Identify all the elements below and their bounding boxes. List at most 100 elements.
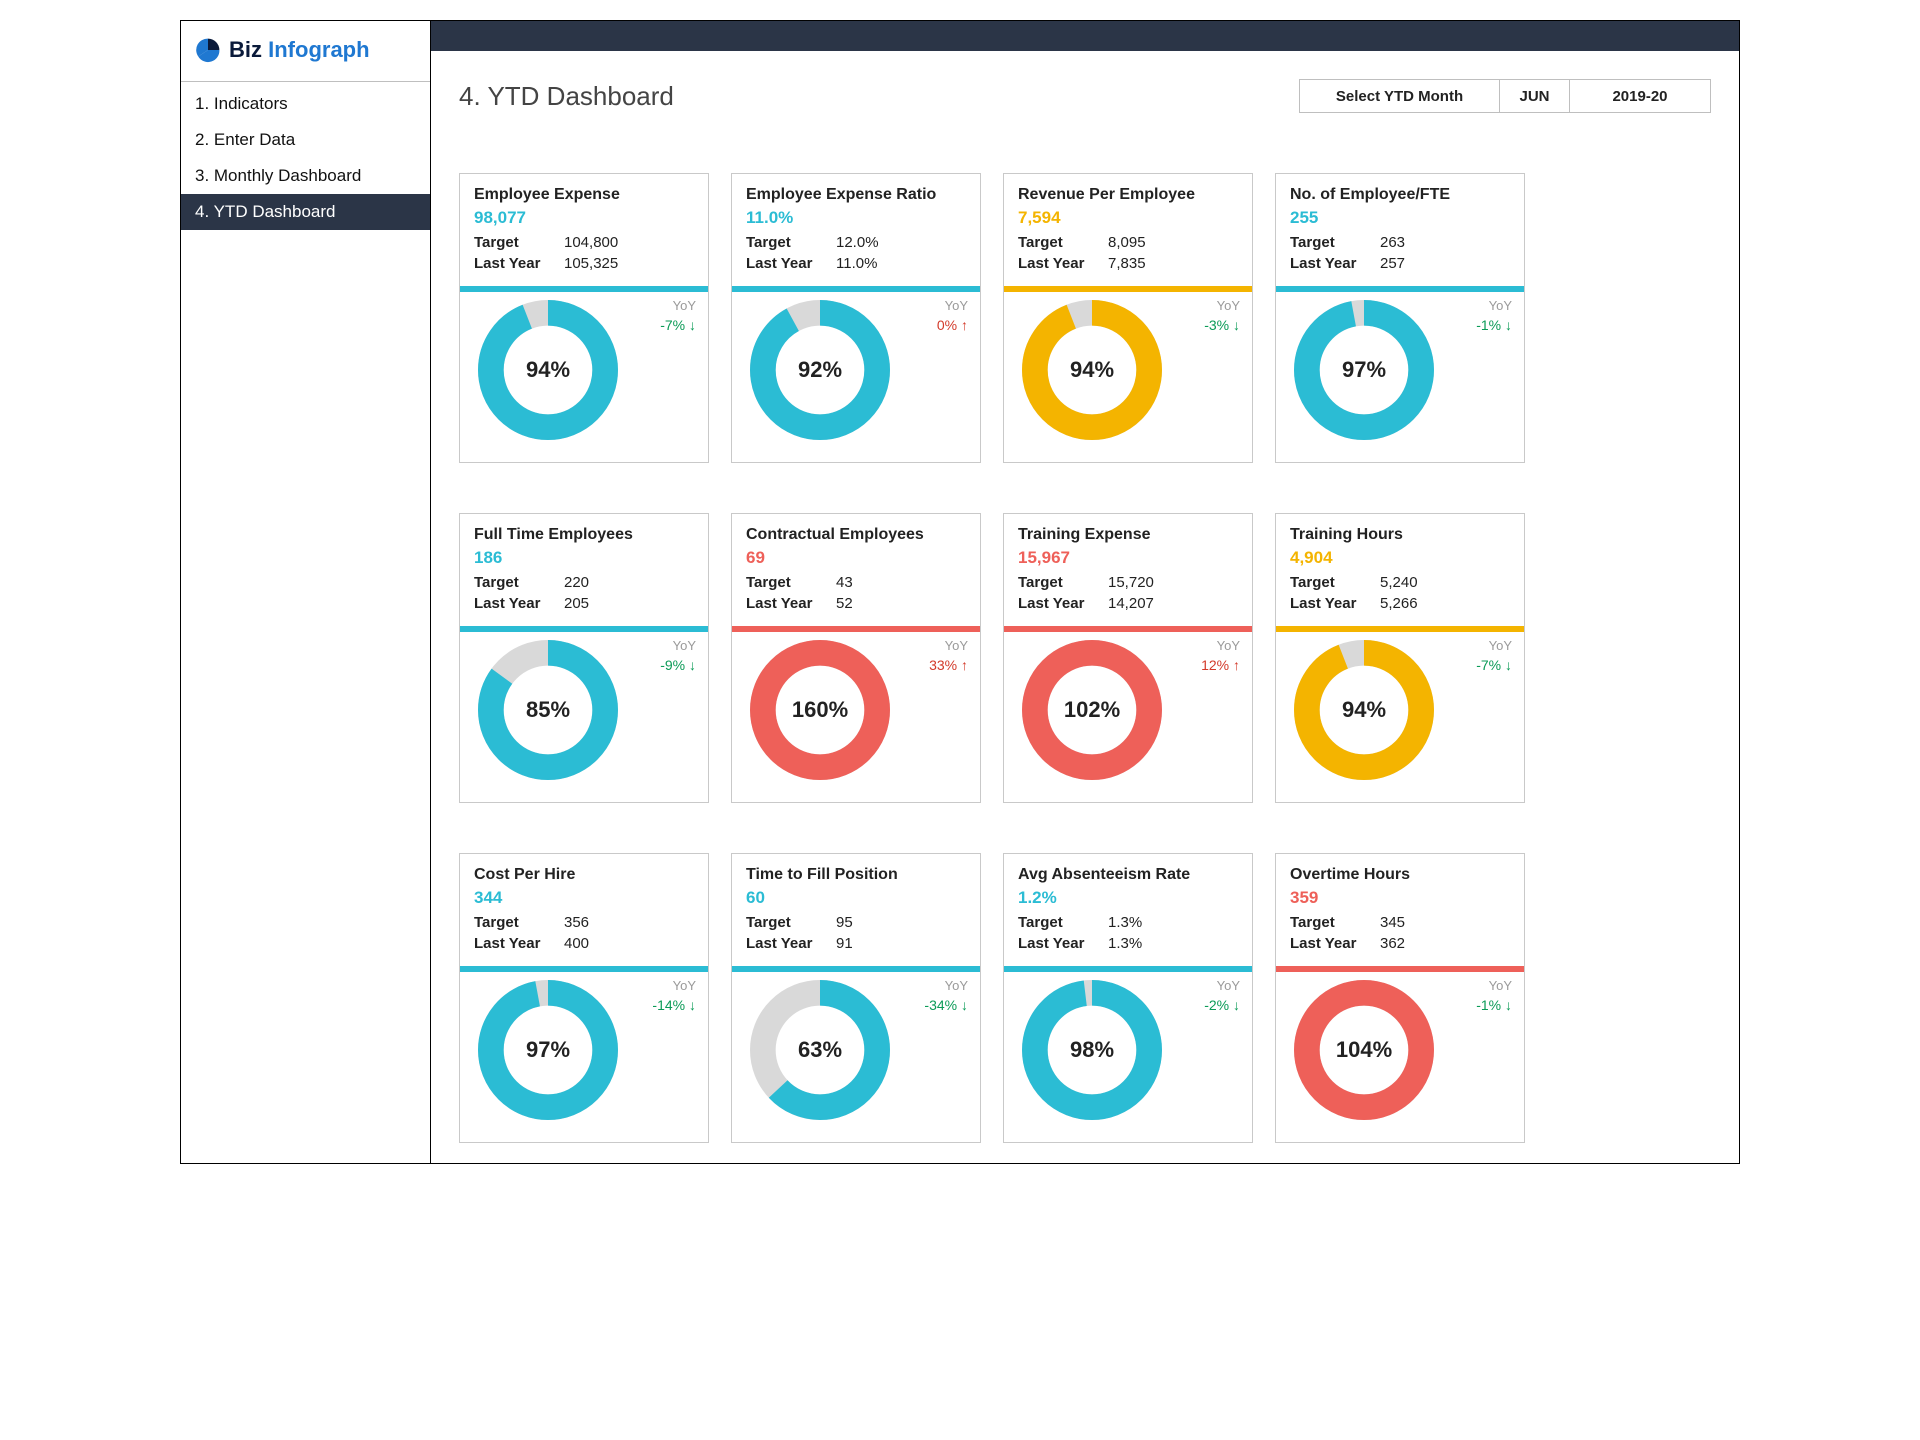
- yoy-label: YoY: [1201, 638, 1240, 653]
- yoy-label: YoY: [929, 638, 968, 653]
- yoy-value: 0% ↑: [937, 317, 968, 333]
- yoy-label: YoY: [660, 638, 696, 653]
- lastyear-label: Last Year: [1018, 255, 1108, 272]
- donut-chart: 160%: [750, 640, 890, 780]
- yoy-value: -1% ↓: [1476, 317, 1512, 333]
- header: 4. YTD Dashboard Select YTD Month JUN 20…: [431, 51, 1739, 123]
- yoy-block: YoY -2% ↓: [1204, 978, 1240, 1013]
- donut-percent: 97%: [1342, 357, 1386, 383]
- app-frame: Biz Infograph 1. Indicators2. Enter Data…: [180, 20, 1740, 1164]
- target-label: Target: [1290, 234, 1380, 251]
- target-label: Target: [746, 574, 836, 591]
- lastyear-label: Last Year: [1290, 595, 1380, 612]
- brand-biz: Biz: [229, 37, 262, 62]
- lastyear-value: 91: [836, 935, 853, 952]
- kpi-card: Time to Fill Position 60 Target 95 Last …: [731, 853, 981, 1143]
- sidebar-item-0[interactable]: 1. Indicators: [181, 86, 430, 122]
- main: 4. YTD Dashboard Select YTD Month JUN 20…: [431, 21, 1739, 1163]
- card-value: 60: [746, 888, 966, 908]
- card-top: Time to Fill Position 60 Target 95 Last …: [732, 854, 980, 966]
- yoy-block: YoY -1% ↓: [1476, 298, 1512, 333]
- yoy-value: 33% ↑: [929, 657, 968, 673]
- topbar: [431, 21, 1739, 51]
- card-top: Employee Expense Ratio 11.0% Target 12.0…: [732, 174, 980, 286]
- card-title: Training Hours: [1290, 526, 1510, 544]
- kpi-card: Training Hours 4,904 Target 5,240 Last Y…: [1275, 513, 1525, 803]
- yoy-block: YoY 33% ↑: [929, 638, 968, 673]
- yoy-block: YoY -14% ↓: [652, 978, 696, 1013]
- sidebar: Biz Infograph 1. Indicators2. Enter Data…: [181, 21, 431, 1163]
- donut-chart: 94%: [1022, 300, 1162, 440]
- yoy-value: -3% ↓: [1204, 317, 1240, 333]
- card-title: Revenue Per Employee: [1018, 186, 1238, 204]
- lastyear-label: Last Year: [1290, 255, 1380, 272]
- lastyear-row: Last Year 11.0%: [746, 255, 966, 272]
- target-label: Target: [1018, 234, 1108, 251]
- donut-chart: 102%: [1022, 640, 1162, 780]
- yoy-value: -34% ↓: [924, 997, 968, 1013]
- kpi-card: Revenue Per Employee 7,594 Target 8,095 …: [1003, 173, 1253, 463]
- card-value: 186: [474, 548, 694, 568]
- yoy-label: YoY: [1204, 978, 1240, 993]
- yoy-block: YoY -7% ↓: [1476, 638, 1512, 673]
- donut-chart: 92%: [750, 300, 890, 440]
- card-top: Training Expense 15,967 Target 15,720 La…: [1004, 514, 1252, 626]
- target-row: Target 1.3%: [1018, 914, 1238, 931]
- lastyear-value: 362: [1380, 935, 1405, 952]
- card-top: Revenue Per Employee 7,594 Target 8,095 …: [1004, 174, 1252, 286]
- ytd-selector: Select YTD Month JUN 2019-20: [1299, 79, 1711, 113]
- card-title: Cost Per Hire: [474, 866, 694, 884]
- lastyear-row: Last Year 7,835: [1018, 255, 1238, 272]
- target-label: Target: [1290, 574, 1380, 591]
- selector-month[interactable]: JUN: [1500, 80, 1570, 112]
- card-body: 63% YoY -34% ↓: [732, 972, 980, 1142]
- lastyear-row: Last Year 5,266: [1290, 595, 1510, 612]
- lastyear-value: 205: [564, 595, 589, 612]
- yoy-block: YoY 12% ↑: [1201, 638, 1240, 673]
- sidebar-item-3[interactable]: 4. YTD Dashboard: [181, 194, 430, 230]
- kpi-card: Contractual Employees 69 Target 43 Last …: [731, 513, 981, 803]
- lastyear-row: Last Year 362: [1290, 935, 1510, 952]
- sidebar-item-2[interactable]: 3. Monthly Dashboard: [181, 158, 430, 194]
- donut-chart: 85%: [478, 640, 618, 780]
- lastyear-label: Last Year: [474, 935, 564, 952]
- selector-year[interactable]: 2019-20: [1570, 80, 1710, 112]
- target-label: Target: [474, 234, 564, 251]
- target-value: 15,720: [1108, 574, 1154, 591]
- kpi-card: Training Expense 15,967 Target 15,720 La…: [1003, 513, 1253, 803]
- lastyear-value: 400: [564, 935, 589, 952]
- lastyear-row: Last Year 400: [474, 935, 694, 952]
- lastyear-value: 7,835: [1108, 255, 1146, 272]
- lastyear-value: 257: [1380, 255, 1405, 272]
- target-row: Target 8,095: [1018, 234, 1238, 251]
- page-title: 4. YTD Dashboard: [459, 81, 674, 112]
- card-value: 1.2%: [1018, 888, 1238, 908]
- donut-chart: 98%: [1022, 980, 1162, 1120]
- yoy-block: YoY -34% ↓: [924, 978, 968, 1013]
- card-top: Avg Absenteeism Rate 1.2% Target 1.3% La…: [1004, 854, 1252, 966]
- lastyear-row: Last Year 205: [474, 595, 694, 612]
- card-title: Employee Expense: [474, 186, 694, 204]
- lastyear-value: 11.0%: [836, 255, 877, 272]
- card-value: 15,967: [1018, 548, 1238, 568]
- donut-percent: 85%: [526, 697, 570, 723]
- kpi-card: Employee Expense Ratio 11.0% Target 12.0…: [731, 173, 981, 463]
- target-label: Target: [746, 234, 836, 251]
- card-body: 160% YoY 33% ↑: [732, 632, 980, 802]
- kpi-grid: Employee Expense 98,077 Target 104,800 L…: [431, 123, 1739, 1163]
- brand-logo: Biz Infograph: [181, 21, 430, 82]
- sidebar-item-1[interactable]: 2. Enter Data: [181, 122, 430, 158]
- target-label: Target: [1290, 914, 1380, 931]
- card-body: 97% YoY -14% ↓: [460, 972, 708, 1142]
- yoy-value: -9% ↓: [660, 657, 696, 673]
- card-value: 255: [1290, 208, 1510, 228]
- yoy-value: -7% ↓: [1476, 657, 1512, 673]
- target-value: 345: [1380, 914, 1405, 931]
- donut-percent: 92%: [798, 357, 842, 383]
- card-title: Employee Expense Ratio: [746, 186, 966, 204]
- card-top: No. of Employee/FTE 255 Target 263 Last …: [1276, 174, 1524, 286]
- target-label: Target: [1018, 914, 1108, 931]
- lastyear-row: Last Year 14,207: [1018, 595, 1238, 612]
- yoy-value: -14% ↓: [652, 997, 696, 1013]
- card-value: 11.0%: [746, 208, 966, 228]
